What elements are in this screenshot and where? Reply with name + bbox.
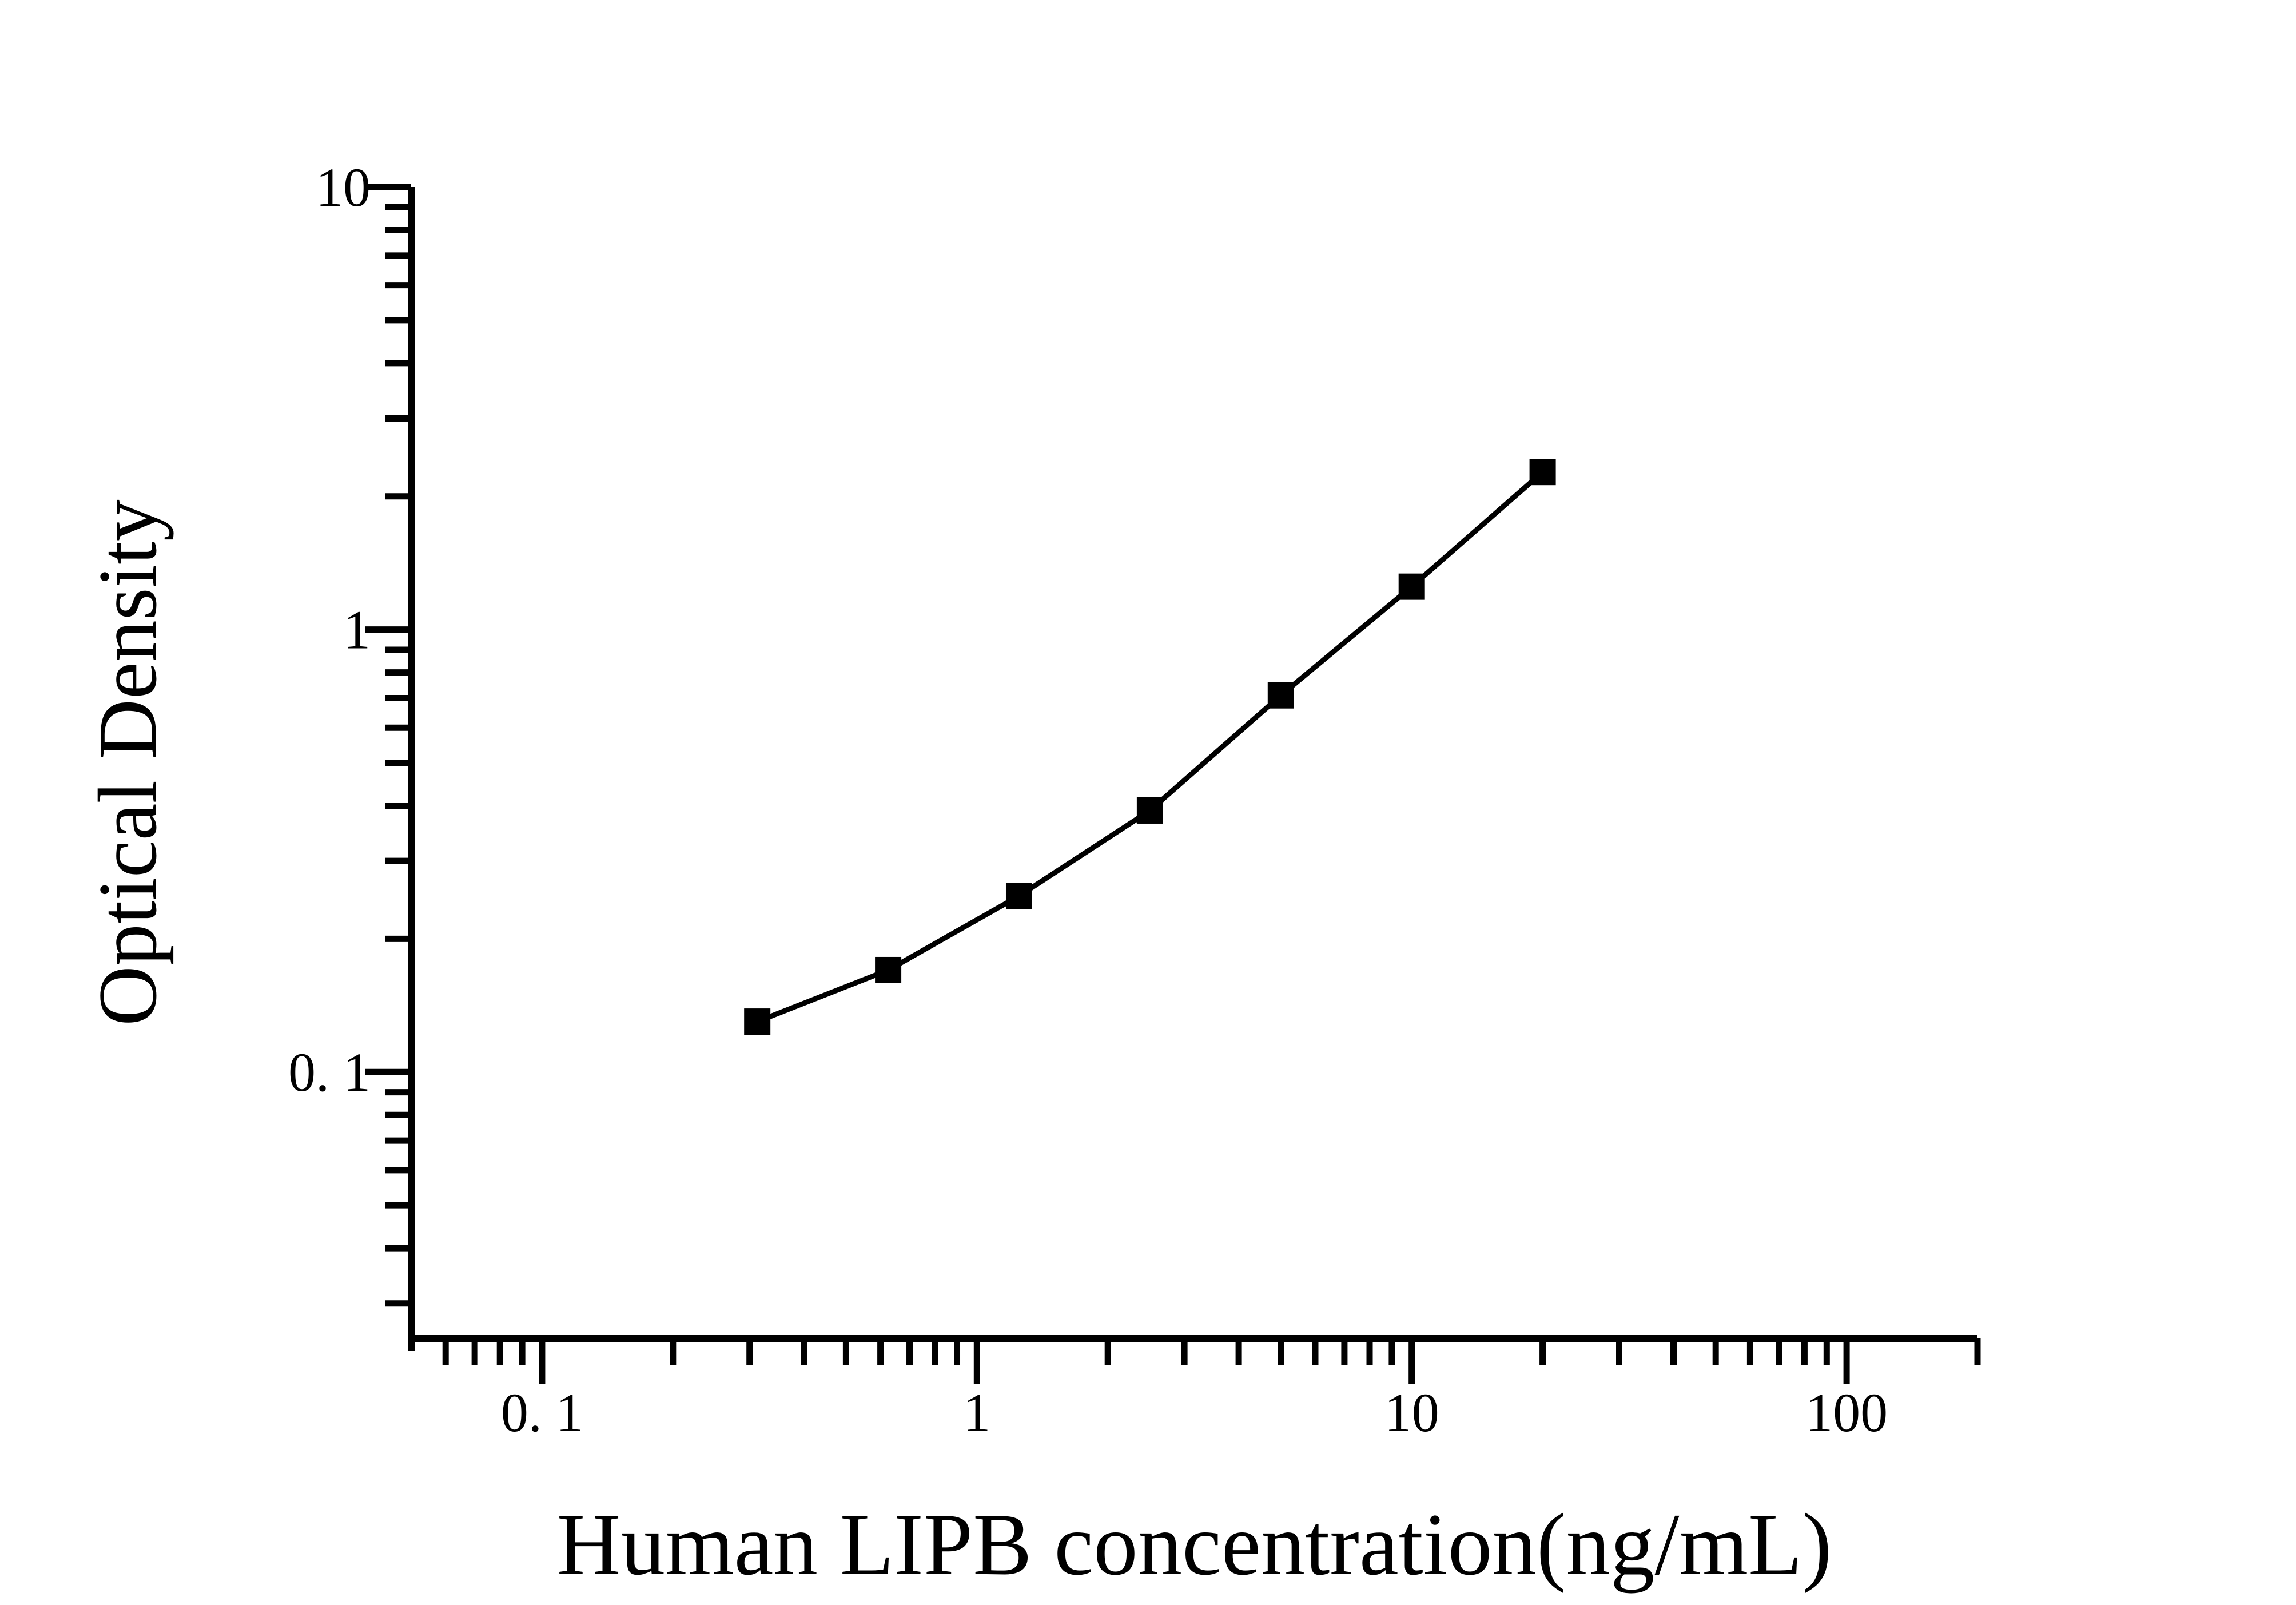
y-tick-label: 0. 1 — [288, 1042, 371, 1103]
data-point-marker — [875, 956, 902, 983]
x-tick-label: 1 — [963, 1382, 990, 1443]
data-point-marker — [1005, 883, 1032, 909]
data-point-marker — [1136, 797, 1163, 824]
data-line — [756, 470, 1545, 1024]
x-tick-label: 10 — [1384, 1382, 1439, 1443]
data-point-marker — [1529, 459, 1556, 486]
x-tick-label: 100 — [1805, 1382, 1888, 1443]
data-point-marker — [1267, 682, 1294, 709]
y-tick-label: 1 — [343, 599, 371, 661]
x-axis-title: Human LIPB concentration(ng/mL) — [557, 1495, 1832, 1594]
y-tick-label: 10 — [316, 157, 371, 218]
data-point-marker — [1398, 573, 1425, 600]
x-tick-label: 0. 1 — [501, 1382, 583, 1443]
y-axis-title: Optical Density — [81, 499, 174, 1026]
data-point-marker — [744, 1008, 771, 1035]
